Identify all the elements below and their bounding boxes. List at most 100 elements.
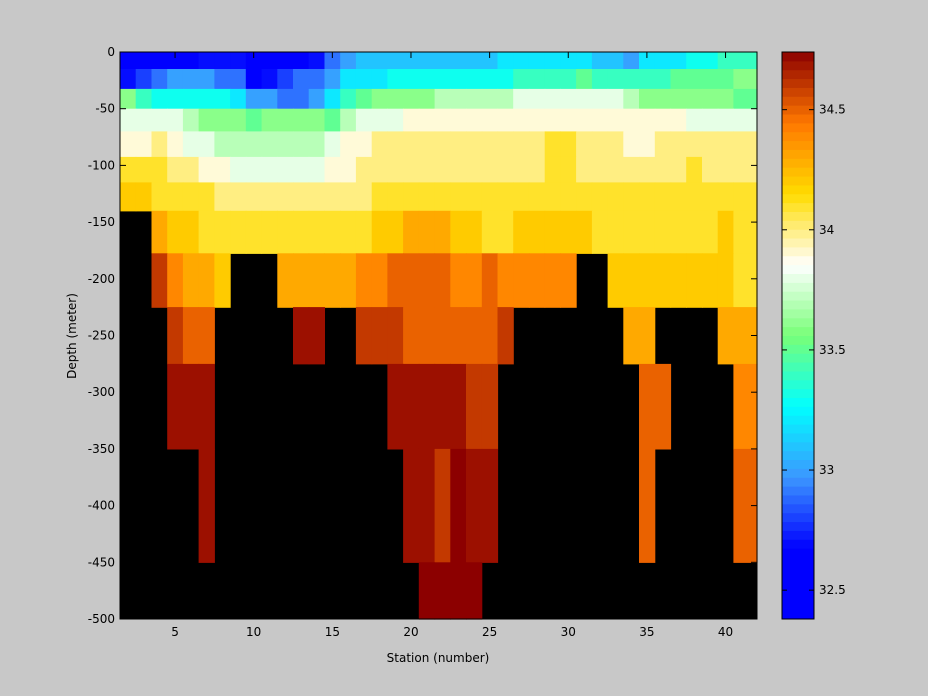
heatmap-cell: [308, 69, 325, 90]
heatmap-cell: [245, 108, 263, 132]
heatmap-cell: [639, 131, 656, 158]
heatmap-cell: [686, 210, 703, 254]
heatmap-cell: [340, 69, 357, 90]
heatmap-cell: [293, 88, 310, 110]
heatmap-cell: [167, 69, 184, 90]
heatmap-cell: [230, 210, 247, 254]
colorbar-swatch: [782, 308, 814, 319]
heatmap-cell: [340, 131, 357, 158]
heatmap-cell: [120, 69, 137, 90]
x-tick-label: 15: [325, 625, 340, 639]
heatmap-cell: [607, 182, 624, 212]
heatmap-cell: [717, 210, 734, 254]
heatmap-cell: [528, 69, 546, 90]
heatmap-cell: [308, 156, 325, 183]
y-tick-label: -300: [88, 385, 115, 399]
heatmap-cell: [466, 156, 483, 183]
heatmap-cell: [434, 156, 451, 183]
colorbar-swatch: [782, 96, 814, 106]
heatmap-cell: [560, 88, 577, 110]
heatmap-cell: [135, 131, 152, 158]
colorbar-swatch: [782, 353, 814, 363]
heatmap-cell: [670, 108, 687, 132]
y-tick-label: 0: [107, 45, 115, 59]
heatmap-cell: [497, 108, 514, 132]
heatmap-cell: [182, 108, 200, 132]
heatmap-cell: [544, 108, 561, 132]
heatmap-cell: [591, 88, 609, 110]
heatmap-cell: [434, 69, 451, 90]
heatmap-cell: [277, 210, 294, 254]
heatmap-cell: [513, 108, 530, 132]
heatmap-cell: [654, 88, 672, 110]
heatmap-cell: [418, 448, 436, 563]
heatmap-cell: [528, 108, 546, 132]
heatmap-cell: [151, 69, 168, 90]
heatmap-cell: [120, 156, 137, 183]
heatmap-cell: [670, 156, 687, 183]
heatmap-cell: [733, 52, 758, 70]
heatmap-cell: [434, 108, 451, 132]
heatmap-cell: [623, 253, 640, 308]
colorbar-swatch: [782, 370, 814, 381]
heatmap-cell: [434, 131, 451, 158]
heatmap-cell: [576, 131, 593, 158]
heatmap-cell: [261, 131, 278, 158]
heatmap-cell: [733, 88, 758, 110]
colorbar-swatch: [782, 282, 814, 292]
heatmap-cell: [340, 88, 357, 110]
y-tick-label: -450: [88, 555, 115, 569]
heatmap-cell: [261, 88, 278, 110]
heatmap-cell: [733, 131, 758, 158]
heatmap-cell: [198, 253, 215, 308]
heatmap-cell: [513, 52, 530, 70]
heatmap-cell: [167, 182, 184, 212]
heatmap-cell: [418, 307, 436, 365]
heatmap-cell: [293, 69, 310, 90]
colorbar-swatch: [782, 432, 814, 443]
heatmap-cell: [481, 363, 499, 450]
heatmap-cell: [198, 52, 215, 70]
heatmap-cell: [733, 210, 758, 254]
heatmap-cell: [733, 182, 758, 212]
heatmap-cell: [450, 182, 467, 212]
heatmap-cell: [466, 69, 483, 90]
heatmap-cell: [686, 108, 703, 132]
heatmap-cell: [717, 253, 734, 308]
heatmap-cell: [702, 156, 719, 183]
heatmap-cell: [481, 131, 499, 158]
colorbar-tick-label: 34: [819, 223, 834, 237]
colorbar-swatch: [782, 69, 814, 80]
heatmap-cell: [717, 108, 734, 132]
heatmap-cell: [182, 156, 200, 183]
heatmap-cell: [293, 182, 310, 212]
heatmap-cell: [308, 108, 325, 132]
heatmap-cell: [277, 131, 294, 158]
heatmap-cell: [434, 210, 451, 254]
colorbar-swatch: [782, 317, 814, 328]
colorbar-swatch: [782, 238, 814, 248]
heatmap-cell: [387, 363, 404, 450]
heatmap-cell: [324, 88, 341, 110]
heatmap-cell: [198, 363, 215, 450]
heatmap-cell: [576, 88, 593, 110]
colorbar-swatch: [782, 424, 814, 434]
heatmap-cell: [544, 131, 561, 158]
y-axis-ticks: 0 -50 -100 -150 -200 -250 -300 -350 -400 -450 -500: [88, 45, 757, 626]
heatmap-cell: [214, 210, 231, 254]
heatmap-cell: [434, 182, 451, 212]
colorbar-swatch: [782, 335, 814, 345]
heatmap-cell: [544, 253, 561, 308]
heatmap-cell: [230, 52, 247, 70]
heatmap-cell: [182, 253, 200, 308]
heatmap-cell: [497, 307, 514, 365]
heatmap-cell: [607, 156, 624, 183]
heatmap-cell: [355, 52, 373, 70]
heatmap-cell: [450, 253, 467, 308]
heatmap-cell: [497, 88, 514, 110]
colorbar-swatch: [782, 468, 814, 478]
heatmap-cell: [387, 307, 404, 365]
x-tick-label: 5: [171, 625, 179, 639]
heatmap-cell: [607, 210, 624, 254]
